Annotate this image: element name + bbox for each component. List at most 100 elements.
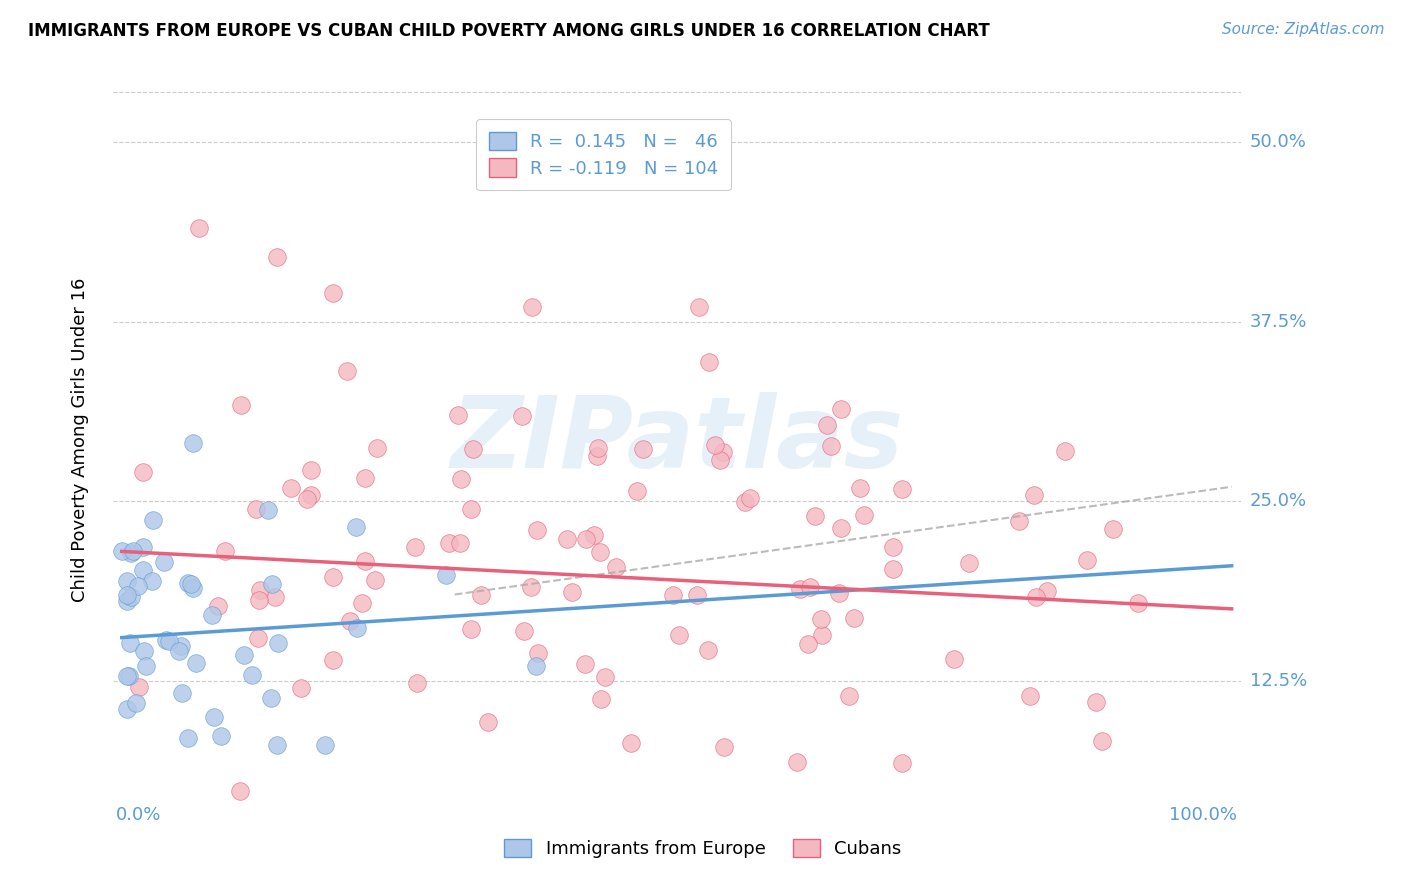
Point — [354, 553, 377, 567]
Point — [820, 439, 842, 453]
Point — [232, 648, 254, 663]
Point — [322, 285, 344, 300]
Point — [314, 739, 336, 753]
Point — [167, 644, 190, 658]
Point — [1076, 553, 1098, 567]
Y-axis label: Child Poverty Among Girls Under 16: Child Poverty Among Girls Under 16 — [72, 278, 89, 602]
Point — [406, 676, 429, 690]
Point — [1126, 596, 1149, 610]
Point — [117, 588, 139, 602]
Point — [804, 508, 827, 523]
Point — [704, 438, 727, 452]
Point — [124, 696, 146, 710]
Point — [789, 582, 811, 596]
Point — [1085, 695, 1108, 709]
Point — [214, 544, 236, 558]
Point — [434, 568, 457, 582]
Point — [583, 528, 606, 542]
Point — [177, 575, 200, 590]
Text: Source: ZipAtlas.com: Source: ZipAtlas.com — [1222, 22, 1385, 37]
Point — [264, 590, 287, 604]
Point — [522, 300, 544, 314]
Point — [815, 418, 838, 433]
Point — [111, 544, 134, 558]
Point — [181, 581, 204, 595]
Point — [810, 612, 832, 626]
Point — [240, 668, 263, 682]
Point — [711, 445, 734, 459]
Point — [620, 736, 643, 750]
Point — [512, 409, 534, 423]
Text: 37.5%: 37.5% — [1250, 312, 1308, 331]
Text: 50.0%: 50.0% — [1250, 133, 1306, 151]
Point — [257, 503, 280, 517]
Point — [209, 729, 232, 743]
Point — [526, 646, 548, 660]
Point — [249, 582, 271, 597]
Point — [202, 709, 225, 723]
Point — [245, 501, 267, 516]
Point — [120, 590, 142, 604]
Point — [890, 482, 912, 496]
Point — [170, 640, 193, 654]
Point — [1091, 733, 1114, 747]
Point — [180, 577, 202, 591]
Point — [561, 585, 583, 599]
Point — [450, 472, 472, 486]
Point — [117, 669, 139, 683]
Point — [201, 608, 224, 623]
Point — [117, 594, 139, 608]
Point — [249, 592, 271, 607]
Point — [336, 364, 359, 378]
Point — [262, 576, 284, 591]
Point — [267, 636, 290, 650]
Point — [697, 642, 720, 657]
Point — [1025, 591, 1047, 605]
Point — [353, 471, 375, 485]
Point — [135, 659, 157, 673]
Point — [266, 250, 288, 264]
Point — [322, 570, 344, 584]
Point — [605, 559, 627, 574]
Legend: R =  0.145   N =   46, R = -0.119   N = 104: R = 0.145 N = 46, R = -0.119 N = 104 — [477, 120, 731, 190]
Point — [437, 536, 460, 550]
Point — [797, 637, 820, 651]
Legend: Immigrants from Europe, Cubans: Immigrants from Europe, Cubans — [498, 831, 908, 865]
Point — [142, 513, 165, 527]
Point — [463, 442, 485, 456]
Point — [231, 398, 253, 412]
Point — [155, 632, 177, 647]
Text: 0.0%: 0.0% — [117, 805, 162, 823]
Point — [830, 521, 852, 535]
Point — [120, 546, 142, 560]
Point — [172, 686, 194, 700]
Point — [260, 690, 283, 705]
Text: 12.5%: 12.5% — [1250, 672, 1306, 690]
Point — [449, 536, 471, 550]
Point — [470, 588, 492, 602]
Point — [957, 556, 980, 570]
Point — [1054, 443, 1077, 458]
Point — [734, 494, 756, 508]
Point — [177, 731, 200, 746]
Point — [668, 628, 690, 642]
Point — [686, 588, 709, 602]
Point — [882, 541, 904, 555]
Point — [322, 653, 344, 667]
Point — [709, 453, 731, 467]
Point — [266, 739, 288, 753]
Point — [830, 401, 852, 416]
Point — [526, 523, 548, 537]
Point — [891, 756, 914, 770]
Point — [128, 680, 150, 694]
Point — [589, 545, 612, 559]
Point — [799, 580, 821, 594]
Point — [132, 644, 155, 658]
Point — [460, 622, 482, 636]
Point — [591, 691, 613, 706]
Point — [849, 481, 872, 495]
Point — [713, 740, 735, 755]
Point — [1101, 522, 1123, 536]
Point — [1024, 488, 1046, 502]
Point — [118, 669, 141, 683]
